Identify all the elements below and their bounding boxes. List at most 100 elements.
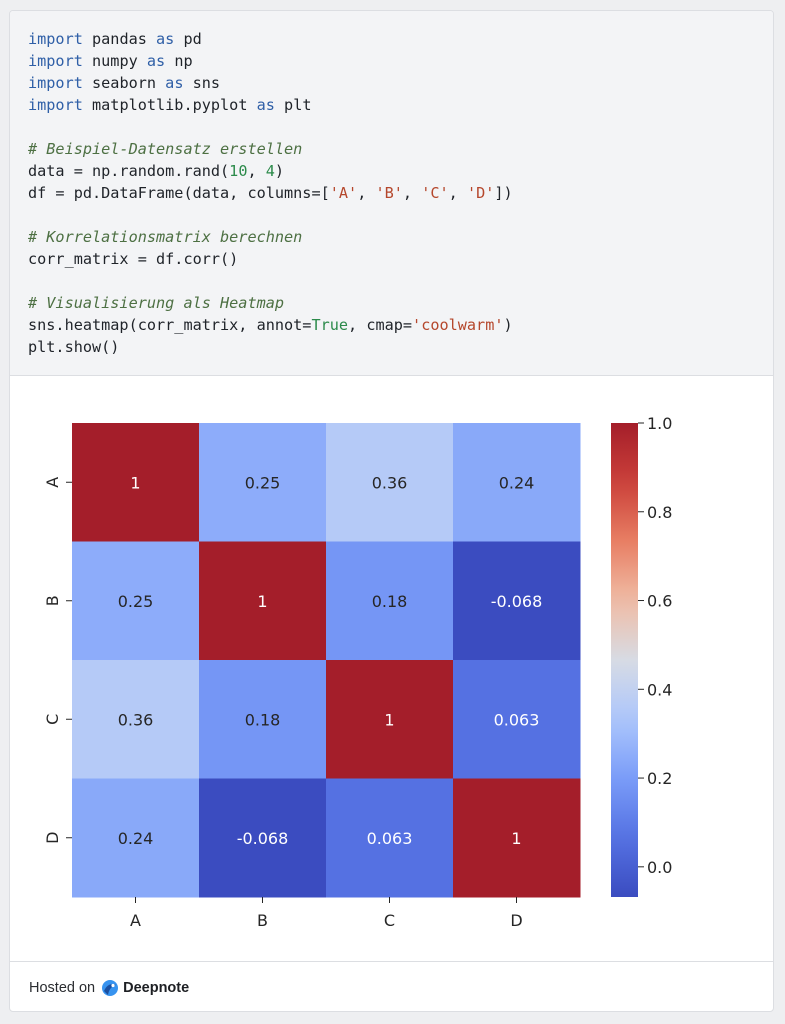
footer: Hosted on Deepnote [10,961,773,1011]
code-token: ) [274,162,285,180]
code-token: as [146,52,166,70]
colorbar-tick-label: 0.8 [647,503,672,522]
cell-annotation: 1 [511,829,521,848]
y-tick-label: D [43,832,62,844]
code-token: matplotlib.pyplot [82,96,257,114]
code-token: sns [183,74,221,92]
code-text[interactable]: import pandas as pd import numpy as np imp… [28,28,513,358]
heatmap-cell [72,660,200,779]
cell-annotation: 0.18 [245,710,281,729]
code-token: np [165,52,193,70]
code-token: # Visualisierung als Heatmap [28,294,285,312]
code-token: 'coolwarm' [412,316,504,334]
code-line: import seaborn as sns [28,72,513,94]
code-token: ]) [494,184,513,202]
code-token: 'B' [375,184,403,202]
code-token: 10 [229,162,248,180]
code-token: # Beispiel-Datensatz erstellen [28,140,303,158]
hosted-on-label: Hosted on [29,979,96,996]
heatmap-cell [326,423,454,542]
heatmap-cell [326,778,454,898]
code-line: corr_matrix = df.corr() [28,248,513,270]
code-token: , [247,162,266,180]
code-token: plt.show() [28,338,120,356]
code-token: , [357,184,376,202]
code-token: pandas [82,30,157,48]
code-token: as [165,74,184,92]
heatmap-cell [453,541,581,661]
x-tick-label: B [257,911,268,930]
heatmap-cell [199,778,327,898]
cell-annotation: 0.24 [499,473,535,492]
colorbar-tick-label: 0.2 [647,769,672,788]
code-line: data = np.random.rand(10, 4) [28,160,513,182]
cell-annotation: 0.25 [245,473,281,492]
heatmap-cell [453,660,581,779]
heatmap-cell [72,778,200,898]
x-tick-label: A [130,911,141,930]
code-token: , [448,184,467,202]
heatmap-cell [199,660,327,779]
code-token: corr_matrix = df.corr() [28,250,239,268]
code-line: # Korrelationsmatrix berechnen [28,226,513,248]
x-tick-label: D [510,911,522,930]
cell-annotation: 1 [130,473,140,492]
code-token: import [28,30,83,48]
code-line [28,116,513,138]
code-token: , [402,184,422,202]
code-token: import [28,52,83,70]
heatmap-cell [72,423,200,542]
code-token: , cmap= [348,316,413,334]
code-line [28,270,513,292]
code-line: import pandas as pd [28,28,513,50]
deepnote-link[interactable]: Deepnote [123,979,190,996]
code-token: 'C' [421,184,449,202]
cell-annotation: 1 [257,592,267,611]
code-line: import matplotlib.pyplot as plt [28,94,513,116]
code-line: import numpy as np [28,50,513,72]
x-tick-label: C [384,911,395,930]
code-token: seaborn [82,74,166,92]
cell-annotation: 0.25 [118,592,154,611]
cell-output: 1 0.25 0.36 0.24 0.25 1 0.18 -0.068 0.36 0.18 1 0.0… [10,376,773,961]
heatmap-chart: 1 0.25 0.36 0.24 0.25 1 0.18 -0.068 0.36 0.18 1 0.0… [43,414,672,930]
code-token: import [28,96,83,114]
code-line: sns.heatmap(corr_matrix, annot=True, cma… [28,314,513,336]
notebook-cell: import pandas as pd import numpy as np imp… [9,10,774,1012]
code-token: import [28,74,83,92]
heatmap-cell [326,660,454,779]
cell-annotation: -0.068 [237,829,289,848]
heatmap-cell [453,778,581,898]
code-token: as [256,96,275,114]
y-tick-label: A [43,477,62,488]
colorbar-tick-label: 0.6 [647,592,672,611]
code-token: as [156,30,175,48]
colorbar-tick-label: 0.0 [647,858,672,877]
code-token: 'A' [329,184,358,202]
code-token: # Korrelationsmatrix berechnen [28,228,303,246]
cell-annotation: 1 [384,710,394,729]
y-tick-label: B [43,595,62,606]
heatmap-cell [326,541,454,661]
heatmap-cell [72,541,200,661]
code-token: pd [174,30,202,48]
code-token: plt [274,96,312,114]
y-tick-label: C [43,714,62,725]
code-line: # Visualisierung als Heatmap [28,292,513,314]
heatmap-cell [453,423,581,542]
colorbar [611,423,638,897]
cell-annotation: 0.24 [118,829,154,848]
deepnote-logo-icon[interactable] [101,979,119,997]
code-block[interactable]: import pandas as pd import numpy as np imp… [10,11,773,376]
code-line [28,204,513,226]
cell-annotation: 0.18 [372,592,408,611]
code-token: 'D' [466,184,495,202]
code-token: numpy [82,52,147,70]
cell-annotation: 0.36 [372,473,408,492]
cell-annotation: 0.36 [118,710,154,729]
colorbar-tick-label: 1.0 [647,414,672,433]
code-line: plt.show() [28,336,513,358]
code-token: True [311,316,349,334]
code-token: ) [503,316,513,334]
colorbar-tick-label: 0.4 [647,680,672,699]
